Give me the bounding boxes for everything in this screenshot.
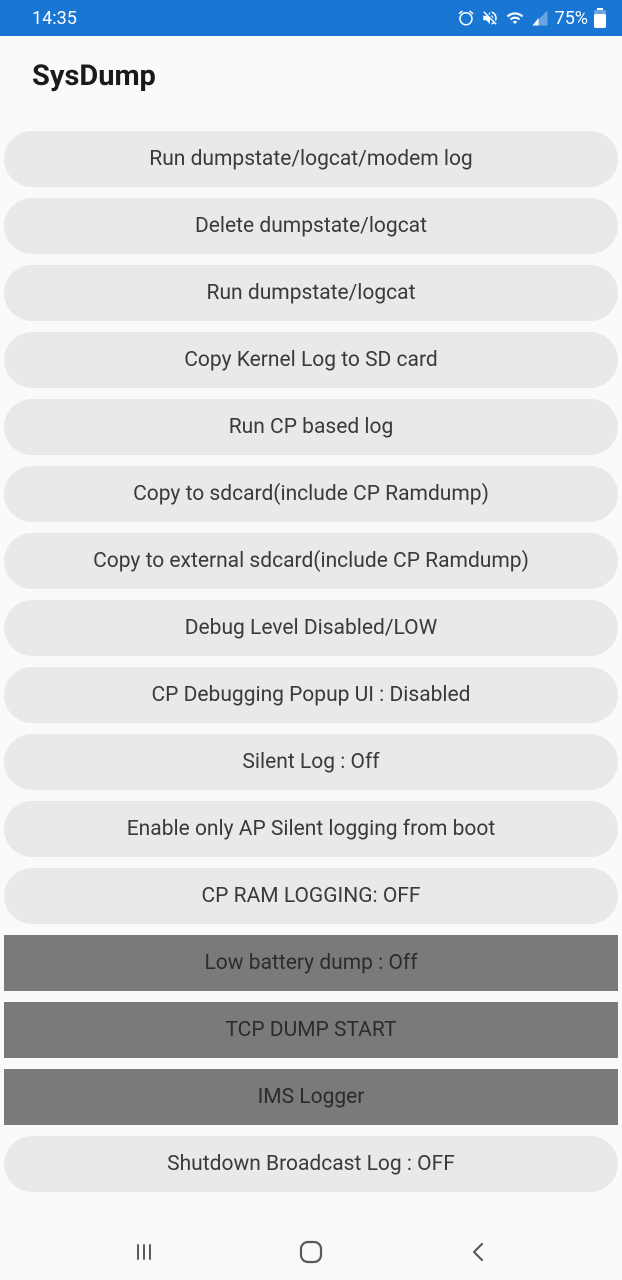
sys-button-label: Copy to external sdcard(include CP Ramdu… (93, 549, 529, 573)
sys-button-label: Run CP based log (229, 415, 394, 439)
sys-button-8[interactable]: CP Debugging Popup UI : Disabled (4, 667, 618, 723)
sys-button-label: Low battery dump : Off (205, 951, 418, 975)
status-bar: 14:35 75% (0, 0, 622, 36)
app-bar: SysDump (0, 36, 622, 116)
vibrate-icon (481, 9, 499, 27)
sys-button-5[interactable]: Copy to sdcard(include CP Ramdump) (4, 466, 618, 522)
sys-button-label: TCP DUMP START (225, 1018, 396, 1042)
battery-percent: 75% (555, 8, 588, 29)
sys-button-6[interactable]: Copy to external sdcard(include CP Ramdu… (4, 533, 618, 589)
sys-button-label: Copy Kernel Log to SD card (184, 348, 437, 372)
sys-button-label: IMS Logger (258, 1085, 365, 1109)
sys-button-14[interactable]: IMS Logger (4, 1069, 618, 1125)
status-bar-left: 14:35 (32, 8, 77, 29)
sys-button-1[interactable]: Delete dumpstate/logcat (4, 198, 618, 254)
sys-button-label: Run dumpstate/logcat (207, 281, 416, 305)
sys-button-label: Delete dumpstate/logcat (195, 214, 427, 238)
sys-button-3[interactable]: Copy Kernel Log to SD card (4, 332, 618, 388)
status-time: 14:35 (32, 8, 77, 29)
sys-button-label: Debug Level Disabled/LOW (185, 616, 438, 640)
sys-button-4[interactable]: Run CP based log (4, 399, 618, 455)
sys-button-label: Enable only AP Silent logging from boot (127, 817, 495, 841)
sys-button-label: Copy to sdcard(include CP Ramdump) (133, 482, 489, 506)
status-bar-right: 75% (457, 8, 606, 29)
back-button[interactable] (458, 1232, 498, 1272)
navigation-bar (0, 1224, 622, 1280)
sys-button-label: Run dumpstate/logcat/modem log (149, 147, 472, 171)
sys-button-13[interactable]: TCP DUMP START (4, 1002, 618, 1058)
sys-button-11[interactable]: CP RAM LOGGING: OFF (4, 868, 618, 924)
sys-button-9[interactable]: Silent Log : Off (4, 734, 618, 790)
battery-icon (594, 8, 606, 28)
alarm-icon (457, 9, 475, 27)
home-button[interactable] (291, 1232, 331, 1272)
button-list: Run dumpstate/logcat/modem log Delete dum… (0, 116, 622, 1192)
sys-button-label: CP Debugging Popup UI : Disabled (151, 683, 470, 707)
sys-button-label: Silent Log : Off (242, 750, 379, 774)
sys-button-10[interactable]: Enable only AP Silent logging from boot (4, 801, 618, 857)
sys-button-label: CP RAM LOGGING: OFF (202, 884, 421, 908)
sys-button-15[interactable]: Shutdown Broadcast Log : OFF (4, 1136, 618, 1192)
app-title: SysDump (32, 59, 156, 93)
sys-button-7[interactable]: Debug Level Disabled/LOW (4, 600, 618, 656)
recents-button[interactable] (124, 1232, 164, 1272)
wifi-icon (505, 9, 525, 27)
sys-button-0[interactable]: Run dumpstate/logcat/modem log (4, 131, 618, 187)
sys-button-2[interactable]: Run dumpstate/logcat (4, 265, 618, 321)
signal-icon (531, 9, 549, 27)
sys-button-12[interactable]: Low battery dump : Off (4, 935, 618, 991)
sys-button-label: Shutdown Broadcast Log : OFF (167, 1152, 455, 1176)
